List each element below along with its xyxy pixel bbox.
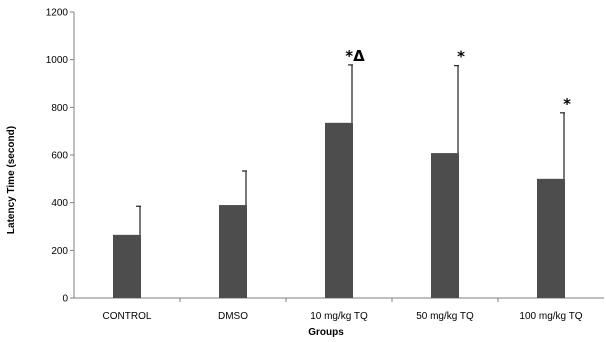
bar	[219, 205, 247, 298]
bar	[431, 153, 459, 298]
significance-marker: *	[457, 48, 465, 66]
y-tick-label: 200	[51, 246, 68, 257]
y-tick-label: 400	[51, 198, 68, 209]
x-tick-label: 10 mg/kg TQ	[310, 311, 368, 322]
y-tick-label: 0	[62, 294, 68, 305]
y-axis-title: Latency Time (second)	[6, 126, 17, 234]
x-axis-title: Groups	[308, 327, 344, 338]
bar	[113, 234, 141, 298]
x-tick-label: 50 mg/kg TQ	[416, 311, 474, 322]
bars: *Δ * *	[113, 47, 571, 298]
significance-marker: *Δ	[345, 47, 365, 65]
significance-marker: *	[563, 95, 571, 113]
bar	[325, 122, 353, 298]
x-tick-label: CONTROL	[103, 311, 152, 322]
bar	[537, 178, 565, 298]
y-tick-label: 800	[51, 103, 68, 114]
x-tick-label: DMSO	[218, 311, 248, 322]
y-tick-label: 600	[51, 151, 68, 162]
y-axis-ticks: 0 200 400 600 800 1000 1200	[46, 8, 74, 305]
y-tick-label: 1000	[46, 55, 69, 66]
x-tick-label: 100 mg/kg TQ	[519, 311, 582, 322]
y-tick-label: 1200	[46, 8, 69, 19]
x-axis-ticks: CONTROL DMSO 10 mg/kg TQ 50 mg/kg TQ 100 mg/…	[103, 298, 583, 322]
